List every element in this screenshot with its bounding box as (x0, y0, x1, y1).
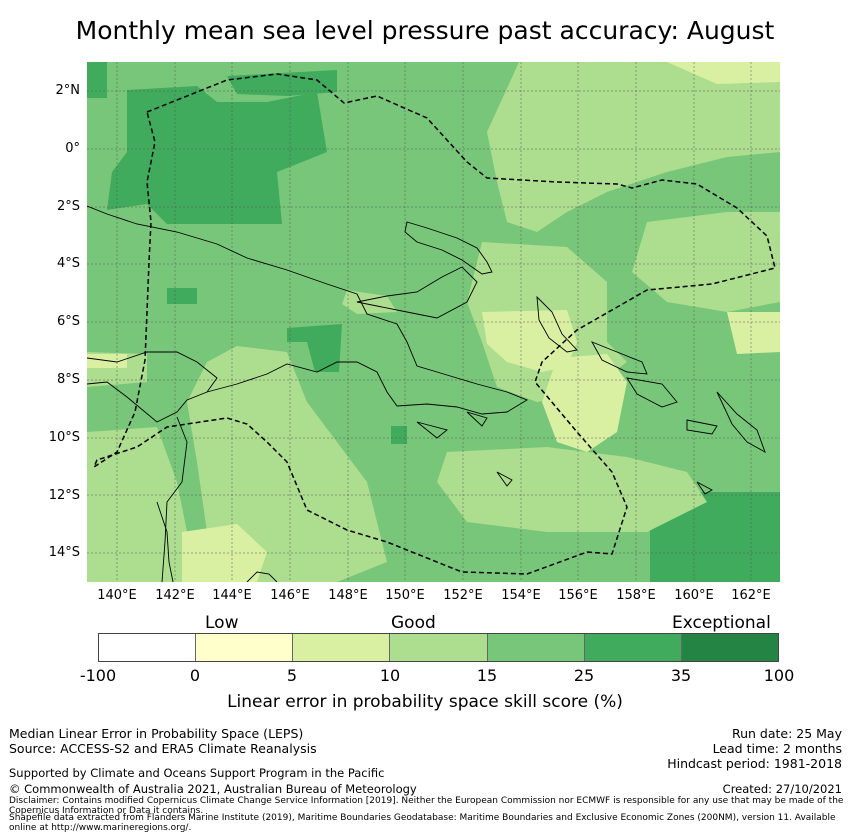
support-text: Supported by Climate and Oceans Support … (9, 766, 385, 780)
category-low: Low (205, 613, 239, 633)
category-good: Good (391, 613, 436, 633)
lon-label: 156°E (558, 588, 598, 603)
lat-label: 4°S (56, 256, 80, 271)
colorbar-segment (196, 634, 294, 661)
lon-label: 142°E (155, 588, 195, 603)
lon-label: 150°E (385, 588, 425, 603)
created-date: Created: 27/10/2021 (722, 782, 842, 796)
coastlines (87, 205, 766, 582)
lon-label: 154°E (501, 588, 541, 603)
lon-label: 148°E (328, 588, 368, 603)
source-text: Source: ACCESS-S2 and ERA5 Climate Reana… (9, 741, 317, 756)
lon-label: 140°E (97, 588, 137, 603)
colorbar-segment (99, 634, 197, 661)
run-date: Run date: 25 May (731, 726, 842, 741)
lat-label: 12°S (48, 488, 80, 503)
colorbar-segment (584, 634, 682, 661)
colorbar-tick: 25 (573, 666, 595, 685)
colorbar-label: Linear error in probability space skill … (227, 692, 623, 712)
lat-label: 2°S (56, 199, 80, 214)
map-title: Monthly mean sea level pressure past acc… (75, 16, 775, 45)
lon-label: 152°E (443, 588, 483, 603)
hindcast-period: Hindcast period: 1981-2018 (667, 756, 842, 771)
colorbar-segment (681, 634, 778, 661)
lat-label: 14°S (48, 545, 80, 560)
shapefile-credit: Shapefile data extracted from Flanders M… (9, 813, 836, 833)
eez-boundary (92, 73, 776, 575)
colorbar-tick: 0 (189, 666, 201, 685)
skill-map (87, 62, 780, 582)
graticule (87, 62, 780, 582)
lon-label: 158°E (616, 588, 656, 603)
colorbar-tick: 100 (763, 666, 795, 685)
lat-label: 10°S (48, 430, 80, 445)
lon-label: 144°E (212, 588, 252, 603)
colorbar-tick: 15 (476, 666, 498, 685)
colorbar-tick: 5 (286, 666, 298, 685)
colorbar-tick: 35 (670, 666, 692, 685)
colorbar-tick: -100 (79, 666, 117, 685)
lat-label: 6°S (56, 314, 80, 329)
lead-time: Lead time: 2 months (712, 741, 842, 756)
colorbar-tick: 10 (379, 666, 401, 685)
lat-label: 0° (65, 141, 80, 156)
category-exceptional: Exceptional (672, 613, 771, 633)
colorbar (98, 633, 779, 662)
lat-label: 8°S (56, 372, 80, 387)
lon-label: 146°E (270, 588, 310, 603)
lon-label: 160°E (674, 588, 714, 603)
lon-label: 162°E (731, 588, 771, 603)
colorbar-segment (390, 634, 488, 661)
disclaimer-text: Disclaimer: Contains modified Copernicus… (9, 796, 844, 816)
colorbar-segment (487, 634, 585, 661)
colorbar-segment (293, 634, 391, 661)
lat-label: 2°N (55, 83, 81, 98)
method-text: Median Linear Error in Probability Space… (9, 726, 304, 741)
copyright-text: © Commonwealth of Australia 2021, Austra… (9, 782, 417, 796)
